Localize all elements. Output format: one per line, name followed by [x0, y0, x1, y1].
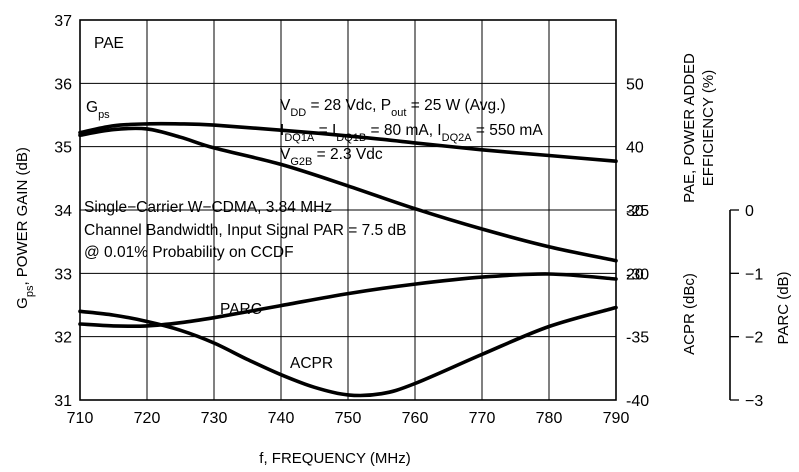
x-tick-label: 750: [335, 410, 362, 427]
x-tick-label: 730: [201, 410, 228, 427]
tick-labels: 710 720 730 740 750 760 770 780 790 31 32 33 34 35 36 3…: [54, 13, 763, 427]
annotation-cdma-line3: @ 0.01% Probability on CCDF: [84, 244, 294, 261]
left-tick-label: 34: [54, 203, 72, 220]
series-lines: [78, 121, 618, 398]
parc-tick-label: −1: [745, 266, 763, 283]
left-tick-label: 37: [54, 13, 72, 30]
pae-axis-label-line1: PAE, POWER ADDED: [681, 53, 698, 203]
series-label-acpr: ACPR: [290, 355, 333, 372]
x-tick-label: 780: [536, 410, 563, 427]
acpr-axis-label: ACPR (dBc): [681, 273, 698, 355]
x-tick-label: 710: [67, 410, 94, 427]
series-label-gps: Gps: [86, 99, 110, 121]
left-tick-label: 36: [54, 76, 72, 93]
left-tick-label: 33: [54, 266, 72, 283]
series-line-g: [78, 126, 618, 263]
series-line-parc: [78, 272, 618, 328]
x-tick-label: 740: [268, 410, 295, 427]
x-tick-label: 760: [402, 410, 429, 427]
series-label-parc: PARC: [220, 301, 262, 318]
annotation-cdma-line2: Channel Bandwidth, Input Signal PAR = 7.…: [84, 222, 406, 239]
pae-tick-label: 50: [626, 76, 644, 93]
annotation-vg2b: VG2B = 2.3 Vdc: [280, 146, 383, 168]
acpr-tick-label: -30: [626, 266, 649, 283]
left-tick-label: 32: [54, 330, 72, 347]
pae-axis-label-line2: EFFICIENCY (%): [700, 70, 717, 186]
left-tick-label: 35: [54, 140, 72, 157]
parc-tick-label: 0: [745, 203, 754, 220]
parc-tick-label: −2: [745, 330, 763, 347]
parc-axis-label: PARC (dB): [775, 271, 792, 344]
annotation-vdd-pout: VDD = 28 Vdc, Pout = 25 W (Avg.): [280, 97, 506, 119]
pae-tick-label: 30: [626, 203, 644, 220]
annotation-idq: IDQ1A = IDQ1B = 80 mA, IDQ2A = 550 mA: [280, 122, 543, 144]
acpr-tick-label: -40: [626, 393, 649, 410]
left-tick-label: 31: [54, 393, 72, 410]
annotation-cdma-line1: Single−Carrier W−CDMA, 3.84 MHz: [84, 199, 332, 216]
parc-tick-label: −3: [745, 393, 763, 410]
x-tick-label: 770: [469, 410, 496, 427]
left-axis-label: Gps, POWER GAIN (dB): [14, 147, 36, 309]
pae-tick-label: 40: [626, 140, 644, 157]
series-line-pae: [78, 121, 618, 163]
plot-frame: [79, 19, 617, 401]
x-tick-label: 790: [603, 410, 630, 427]
series-line-acpr: [78, 305, 618, 398]
x-axis-label: f, FREQUENCY (MHz): [259, 450, 410, 467]
x-tick-label: 720: [134, 410, 161, 427]
pae-tick-label: 20: [626, 266, 644, 283]
acpr-tick-label: -35: [626, 330, 649, 347]
acpr-tick-label: -25: [626, 203, 649, 220]
series-label-pae: PAE: [94, 35, 124, 52]
